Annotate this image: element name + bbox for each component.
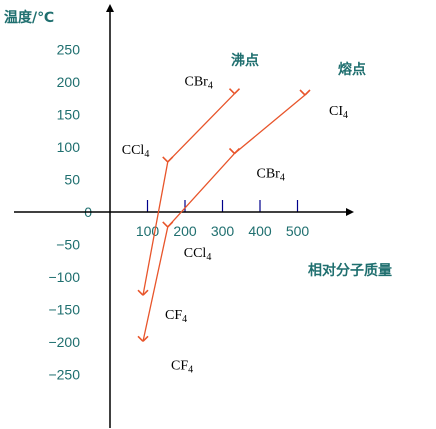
x-tick-label: 400: [248, 223, 272, 239]
y-tick-label: −50: [56, 237, 80, 253]
x-tick-label: 300: [211, 223, 235, 239]
x-tick-label: 100: [136, 223, 160, 239]
data-point-marker: [228, 147, 241, 155]
series-line-melting: [142, 94, 306, 342]
compound-label: CBr4: [185, 75, 213, 92]
series-label-melting: 熔点: [338, 61, 366, 78]
x-tick-labels: 100 200 300 400 500: [136, 223, 310, 239]
y-tick-label: 150: [57, 107, 81, 123]
point-labels: CF4 CCl4 CBr4 CF4 CCl4 CBr4 CI4: [122, 75, 348, 376]
data-point-marker: [162, 156, 174, 163]
data-point-marker: [299, 89, 311, 96]
x-tick-label: 200: [173, 223, 197, 239]
data-point-marker: [162, 221, 174, 228]
data-point-marker: [137, 335, 149, 342]
compound-label: CI4: [329, 104, 348, 121]
x-axis-title: 相对分子质量: [308, 262, 392, 279]
x-tick-label: 500: [286, 223, 310, 239]
y-tick-label: −250: [48, 367, 80, 383]
x-tick-marks: [146, 200, 299, 212]
series-line-boiling: [142, 93, 235, 296]
series-label-boiling: 沸点: [231, 52, 259, 69]
y-tick-label: −200: [48, 334, 80, 350]
data-point-marker: [228, 88, 241, 95]
y-tick-label: 100: [57, 139, 81, 155]
y-tick-label: 250: [57, 42, 81, 58]
y-tick-label: 50: [64, 172, 80, 188]
series-lines: [137, 88, 311, 342]
compound-label: CF4: [171, 358, 193, 375]
data-point-marker: [137, 289, 149, 296]
y-tick-label: 200: [57, 74, 81, 90]
y-tick-label: −100: [48, 269, 80, 285]
y-axis-title: 温度/℃: [4, 9, 54, 26]
compound-label: CCl4: [184, 246, 212, 263]
compound-label: CF4: [165, 308, 187, 325]
compound-label: CCl4: [122, 143, 150, 160]
compound-label: CBr4: [257, 167, 285, 184]
y-tick-label: −150: [48, 302, 80, 318]
